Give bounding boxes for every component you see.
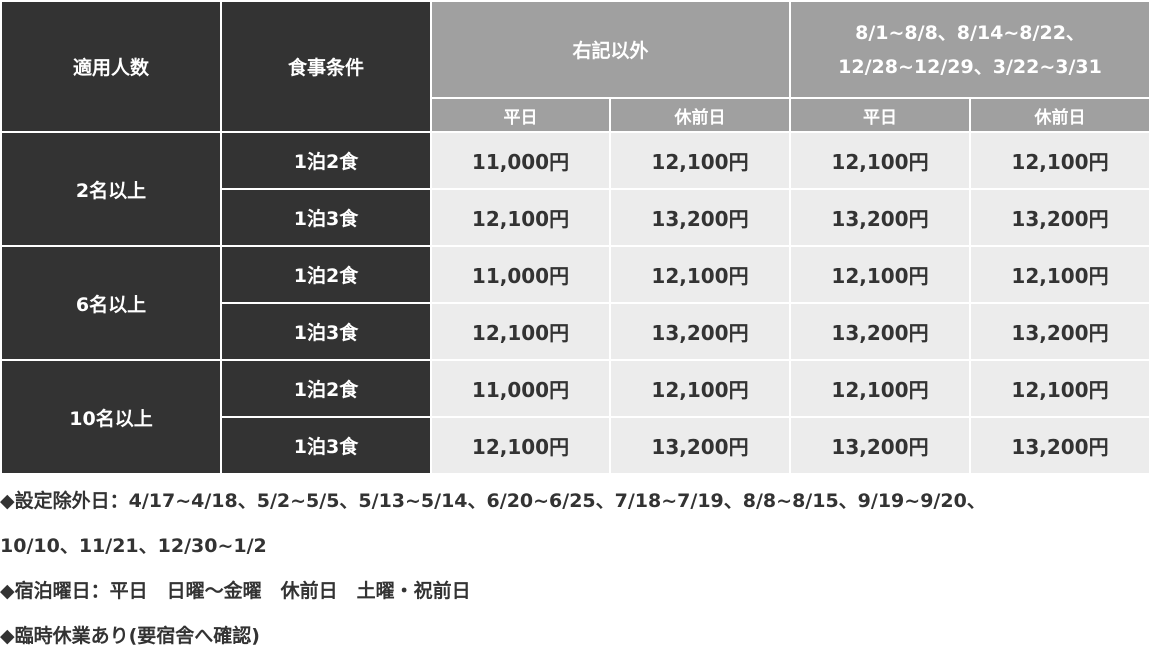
price-cell: 12,100円 — [608, 359, 792, 418]
price-cell: 13,200円 — [608, 416, 792, 475]
header-weekday: 平日 — [430, 97, 611, 133]
people-count-cell: 6名以上 — [0, 245, 222, 361]
price-cell: 11,000円 — [430, 131, 611, 190]
header-period-peak: 8/1~8/8、8/14~8/22、 12/28~12/29、3/22~3/31 — [789, 0, 1149, 99]
price-cell: 12,100円 — [430, 416, 611, 475]
price-cell: 13,200円 — [969, 188, 1149, 247]
price-cell: 13,200円 — [789, 416, 972, 475]
meal-condition-cell: 1泊2食 — [220, 245, 432, 304]
meal-condition-cell: 1泊3食 — [220, 302, 432, 361]
header-weekday: 平日 — [789, 97, 972, 133]
price-cell: 13,200円 — [969, 302, 1149, 361]
price-cell: 13,200円 — [969, 416, 1149, 475]
price-cell: 12,100円 — [789, 359, 972, 418]
price-cell: 12,100円 — [430, 302, 611, 361]
meal-condition-cell: 1泊2食 — [220, 359, 432, 418]
header-preholiday: 休前日 — [608, 97, 792, 133]
people-count-cell: 2名以上 — [0, 131, 222, 247]
price-cell: 12,100円 — [608, 131, 792, 190]
price-cell: 12,100円 — [430, 188, 611, 247]
price-cell: 12,100円 — [789, 245, 972, 304]
meal-condition-cell: 1泊3食 — [220, 188, 432, 247]
header-meal: 食事条件 — [220, 0, 432, 133]
price-table: 適用人数 食事条件 右記以外 8/1~8/8、8/14~8/22、 12/28~… — [0, 0, 1149, 475]
price-cell: 12,100円 — [969, 245, 1149, 304]
price-cell: 13,200円 — [789, 188, 972, 247]
table-row: 10名以上 1泊2食 11,000円 12,100円 12,100円 12,100円 — [0, 359, 1149, 475]
price-cell: 12,100円 — [608, 245, 792, 304]
header-people: 適用人数 — [0, 0, 222, 133]
table-row: 1泊3食 12,100円 13,200円 13,200円 13,200円 — [1, 188, 1149, 247]
price-cell: 12,100円 — [969, 359, 1149, 418]
header-preholiday: 休前日 — [969, 97, 1149, 133]
note-temporary-closure: ◆臨時休業あり(要宿舎へ確認) — [0, 625, 260, 647]
header-period-peak-line2: 12/28~12/29、3/22~3/31 — [838, 55, 1102, 78]
meal-condition-cell: 1泊3食 — [220, 416, 432, 475]
meal-condition-cell: 1泊2食 — [220, 131, 432, 190]
price-cell: 11,000円 — [430, 359, 611, 418]
note-excluded-dates: ◆設定除外日：4/17~4/18、5/2~5/5、5/13~5/14、6/20~… — [0, 490, 986, 512]
table-row: 1泊3食 12,100円 13,200円 13,200円 13,200円 — [1, 302, 1149, 361]
people-count-cell: 10名以上 — [0, 359, 222, 475]
note-stay-days: ◆宿泊曜日：平日 日曜〜金曜 休前日 土曜・祝前日 — [0, 580, 471, 602]
price-cell: 12,100円 — [789, 131, 972, 190]
table-row: 1泊3食 12,100円 13,200円 13,200円 13,200円 — [1, 416, 1149, 475]
note-excluded-dates-cont: 10/10、11/21、12/30~1/2 — [0, 535, 267, 557]
header-period-regular: 右記以外 — [429, 0, 792, 99]
price-cell: 13,200円 — [608, 188, 792, 247]
price-cell: 12,100円 — [969, 131, 1149, 190]
price-cell: 13,200円 — [789, 302, 972, 361]
table-row: 6名以上 1泊2食 11,000円 12,100円 12,100円 12,100円 — [0, 245, 1149, 361]
notes: ◆設定除外日：4/17~4/18、5/2~5/5、5/13~5/14、6/20~… — [0, 479, 1149, 659]
table-row: 2名以上 1泊2食 11,000円 12,100円 12,100円 12,100円 — [0, 131, 1149, 247]
header-period-peak-line1: 8/1~8/8、8/14~8/22、 — [855, 21, 1085, 44]
price-cell: 13,200円 — [608, 302, 792, 361]
price-cell: 11,000円 — [430, 245, 611, 304]
